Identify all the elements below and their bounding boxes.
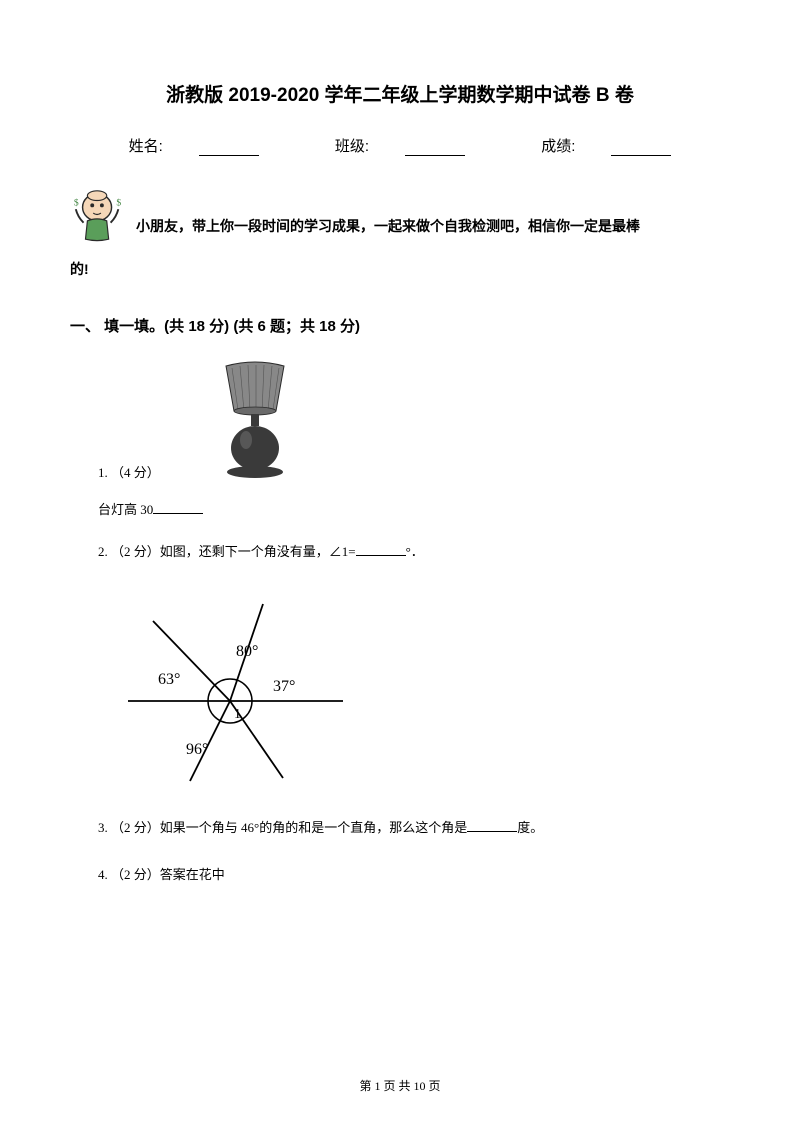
intro-row: $ $ 小朋友，带上你一段时间的学习成果，一起来做个自我检测吧，相信你一定是最棒 [70, 186, 730, 244]
student-info-row: 姓名: 班级: 成绩: [70, 135, 730, 156]
question-1-container: 1. （4 分） [98, 356, 730, 481]
question-1-text: 台灯高 30 [98, 499, 730, 518]
angle-diagram: 80° 63° 37° 96° 1 [118, 596, 348, 786]
mascot-icon: $ $ [70, 186, 128, 244]
angle-63: 63° [158, 671, 180, 688]
name-label: 姓名: [111, 138, 277, 155]
angle-37: 37° [273, 678, 295, 695]
score-label: 成绩: [523, 138, 689, 155]
angle-1: 1 [234, 707, 241, 722]
svg-text:$: $ [74, 197, 79, 208]
angle-80: 80° [236, 643, 258, 660]
page-title: 浙教版 2019-2020 学年二年级上学期数学期中试卷 B 卷 [70, 80, 730, 107]
page-footer: 第 1 页 共 10 页 [0, 1077, 800, 1094]
question-3: 3. （2 分）如果一个角与 46°的角的和是一个直角，那么这个角是度。 [98, 816, 730, 841]
angle-96: 96° [186, 741, 208, 758]
lamp-icon [208, 356, 303, 481]
section-1-heading: 一、 填一填。(共 18 分) (共 6 题；共 18 分) [70, 315, 730, 336]
class-label: 班级: [317, 138, 483, 155]
intro-text-1: 小朋友，带上你一段时间的学习成果，一起来做个自我检测吧，相信你一定是最棒 [136, 211, 640, 244]
svg-text:$: $ [116, 197, 121, 208]
question-4: 4. （2 分）答案在花中 [98, 863, 730, 888]
intro-text-2: 的! [70, 254, 730, 285]
question-1-label: 1. （4 分） [98, 462, 160, 481]
question-2: 2. （2 分）如图，还剩下一个角没有量，∠1=°． [98, 540, 730, 565]
